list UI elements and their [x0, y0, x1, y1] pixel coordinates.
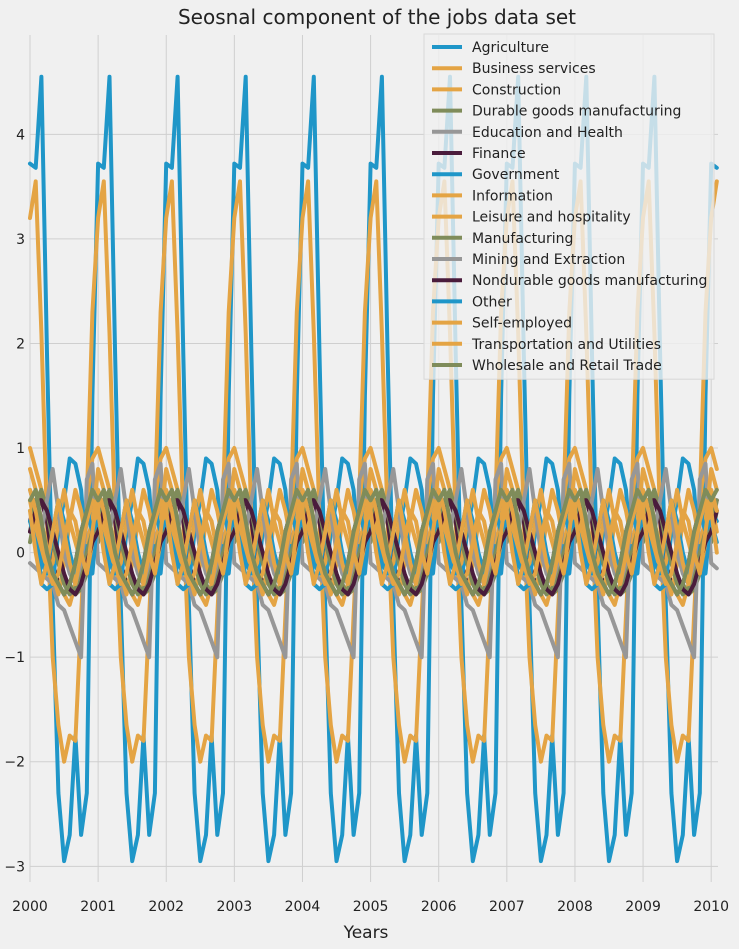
y-tick-label: −1: [4, 650, 25, 666]
legend: Agriculture Business services Construction…: [423, 33, 715, 380]
y-tick-label: −3: [4, 859, 25, 875]
legend-label: Business services: [472, 61, 596, 77]
series-lines: [28, 74, 719, 864]
series-line-14: [28, 487, 719, 586]
x-tick-labels: 2000 2001 2002 2003 2004 2005 2006 2007 2008 2009…: [12, 899, 729, 915]
y-tick-label: 4: [16, 127, 25, 143]
legend-box: [423, 33, 715, 380]
x-axis-label: Years: [343, 923, 389, 943]
y-tick-label: 2: [16, 336, 25, 352]
legend-label: Mining and Extraction: [472, 252, 625, 268]
chart-title: Seosnal component of the jobs data set: [178, 5, 576, 29]
legend-label: Nondurable goods manufacturing: [472, 273, 707, 289]
x-tick-label: 2001: [80, 899, 116, 915]
legend-label: Education and Health: [472, 125, 623, 141]
legend-label: Durable goods manufacturing: [472, 104, 681, 120]
legend-label: Leisure and hospitality: [472, 210, 631, 226]
x-tick-label: 2003: [217, 899, 253, 915]
legend-label: Self-employed: [472, 316, 572, 332]
series-line-0: [28, 74, 719, 864]
x-tick-label: 2006: [421, 899, 457, 915]
legend-label: Manufacturing: [472, 231, 573, 247]
legend-label: Information: [472, 188, 553, 204]
y-tick-labels: −3 −2 −1 0 1 2 3 4: [4, 127, 25, 875]
legend-label: Construction: [472, 82, 561, 98]
x-tick-label: 2008: [557, 899, 593, 915]
series-line-1: [28, 179, 719, 764]
y-tick-label: 0: [16, 546, 25, 562]
legend-label: Agriculture: [472, 40, 549, 56]
legend-label: Wholesale and Retail Trade: [472, 358, 662, 374]
x-tick-label: 2010: [693, 899, 729, 915]
legend-label: Transportation and Utilities: [471, 337, 661, 353]
legend-label: Finance: [472, 146, 526, 162]
x-tick-label: 2000: [12, 899, 48, 915]
series-line-4: [28, 461, 719, 660]
y-tick-label: 3: [16, 232, 25, 248]
x-tick-label: 2002: [148, 899, 184, 915]
series-line-8: [28, 467, 719, 597]
legend-label: Other: [472, 294, 512, 310]
x-tick-label: 2009: [625, 899, 661, 915]
x-tick-label: 2005: [353, 899, 389, 915]
legend-label: Government: [472, 167, 560, 183]
series-line-13: [28, 498, 719, 586]
series-line-15: [28, 487, 719, 597]
y-tick-label: −2: [4, 755, 25, 771]
x-tick-label: 2004: [285, 899, 321, 915]
x-tick-label: 2007: [489, 899, 525, 915]
y-tick-label: 1: [16, 441, 25, 457]
